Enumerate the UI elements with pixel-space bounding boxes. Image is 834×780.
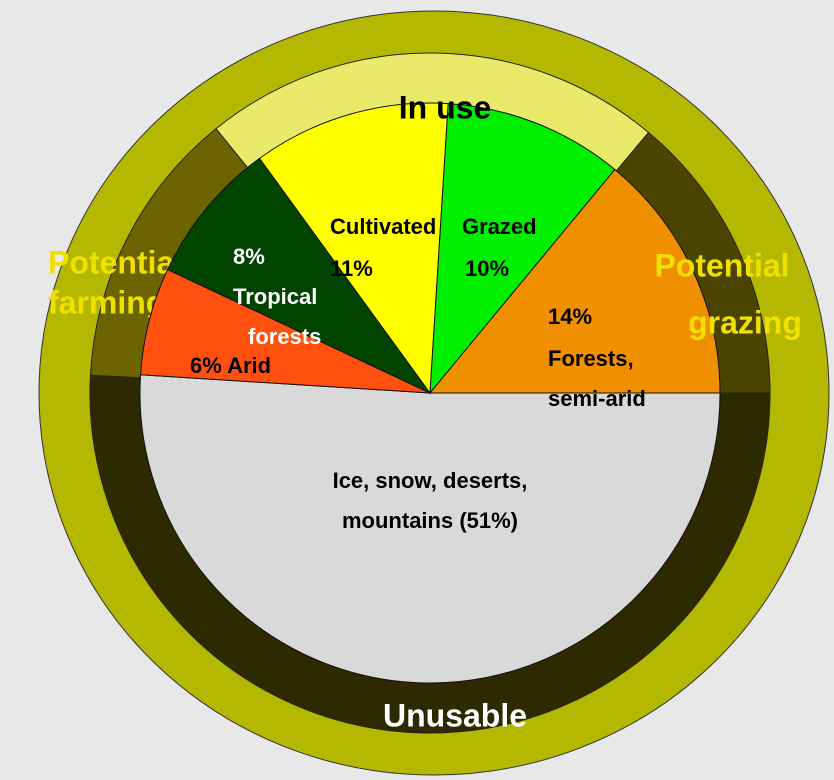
slice-label: Ice, snow, deserts, [333,468,528,493]
pie-slice [429,103,616,395]
ring-label: Potential [654,247,789,283]
pie-slice [139,374,721,684]
slice-label: mountains (51%) [342,508,518,533]
pie-slice [258,102,449,395]
slice-label: semi-arid [548,386,646,411]
ring-label: farming [48,284,165,320]
slice-label: Grazed [462,214,537,239]
ring-label: Unusable [383,697,527,733]
slice-label: 14% [548,304,592,329]
slice-label: 6% Arid [190,353,271,378]
ring-label: grazing [688,304,802,340]
slice-label: 8% [233,244,265,269]
slice-label: Cultivated [330,214,436,239]
slice-label: 10% [465,256,509,281]
ring-label: Potential [48,244,183,280]
slice-label: 11% [330,256,373,281]
slice-label: Forests, [548,346,634,371]
pie-slice [166,157,431,394]
slice-label: Tropical [233,284,317,309]
slice-label: forests [248,324,321,349]
pie-slice [428,168,721,394]
ring-label: In use [399,89,491,125]
